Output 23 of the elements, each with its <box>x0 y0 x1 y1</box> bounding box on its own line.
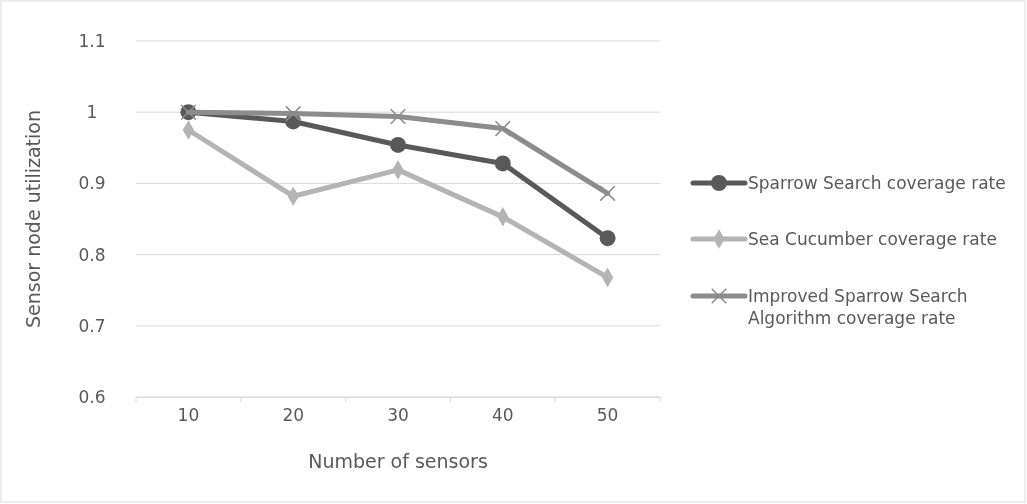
point <box>599 185 616 202</box>
x-axis-title: Number of sensors <box>308 450 488 472</box>
y-tick-label: 1 <box>86 102 98 123</box>
y-tick-label: 0.7 <box>78 315 106 336</box>
point <box>390 136 406 153</box>
y-tick-label: 0.8 <box>78 244 106 265</box>
y-axis-title: Sensor node utilization <box>22 110 44 328</box>
x-tick-label: 10 <box>177 405 200 426</box>
legend-label: Sea Cucumber coverage rate <box>748 229 997 249</box>
x-tick-label: 30 <box>387 405 409 426</box>
point <box>285 105 302 122</box>
y-tick-label: 0.9 <box>78 173 106 194</box>
point <box>599 230 616 247</box>
point <box>389 108 407 125</box>
legend-label: Sparrow Search coverage rate <box>748 173 1006 193</box>
y-tick-label: 1.1 <box>78 30 106 51</box>
y-tick-label: 0.6 <box>78 386 106 407</box>
x-tick-label: 50 <box>596 405 619 426</box>
point <box>494 120 511 137</box>
x-tick-label: 40 <box>491 405 514 426</box>
x-tick-label: 20 <box>282 405 305 426</box>
legend-label: Improved Sparrow Search Algorithm coverage rate <box>748 286 968 328</box>
point <box>494 155 511 172</box>
